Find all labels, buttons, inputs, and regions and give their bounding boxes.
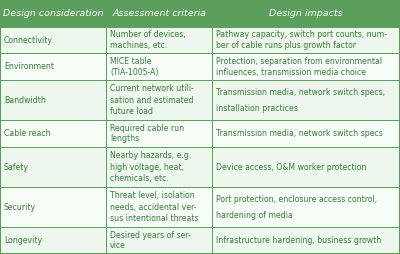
Bar: [212, 147, 400, 187]
Text: Nearby hazards, e.g.: Nearby hazards, e.g.: [110, 151, 191, 160]
Bar: [0, 120, 106, 147]
Bar: [212, 80, 400, 120]
Text: lengths: lengths: [110, 135, 139, 144]
Text: Design impacts: Design impacts: [269, 9, 343, 18]
Text: Port protection, enclosure access control,: Port protection, enclosure access contro…: [216, 195, 377, 204]
Text: needs, accidental ver-: needs, accidental ver-: [110, 203, 196, 212]
Bar: [212, 120, 400, 147]
Text: MICE table: MICE table: [110, 57, 152, 66]
Text: Infrastructure hardening, business growth: Infrastructure hardening, business growt…: [216, 236, 381, 245]
Text: Longevity: Longevity: [4, 236, 42, 245]
Text: Design consideration: Design consideration: [3, 9, 103, 18]
Text: influences, transmission media choice: influences, transmission media choice: [216, 68, 366, 77]
Bar: [106, 187, 212, 227]
Bar: [212, 187, 400, 227]
Text: Transmission media, network switch specs,: Transmission media, network switch specs…: [216, 88, 385, 97]
Text: (TIA-1005-A): (TIA-1005-A): [110, 68, 158, 77]
Text: high voltage, heat,: high voltage, heat,: [110, 163, 184, 172]
Text: Threat level, isolation: Threat level, isolation: [110, 191, 195, 200]
Text: hardening of media: hardening of media: [216, 211, 293, 220]
Text: Current network utili-: Current network utili-: [110, 84, 194, 93]
Text: chemicals, etc.: chemicals, etc.: [110, 174, 169, 183]
Text: Protection, separation from environmental: Protection, separation from environmenta…: [216, 57, 382, 66]
Text: Device access, O&M worker protection: Device access, O&M worker protection: [216, 163, 366, 172]
Text: Environment: Environment: [4, 62, 54, 71]
Bar: [106, 120, 212, 147]
Text: Safety: Safety: [4, 163, 29, 172]
Text: Transmission media, network switch specs: Transmission media, network switch specs: [216, 129, 383, 138]
Bar: [212, 27, 400, 53]
Text: Cable reach: Cable reach: [4, 129, 51, 138]
Bar: [106, 0, 212, 27]
Bar: [0, 53, 106, 80]
Bar: [106, 147, 212, 187]
Bar: [212, 227, 400, 254]
Text: installation practices: installation practices: [216, 104, 298, 113]
Bar: [0, 187, 106, 227]
Text: Security: Security: [4, 203, 36, 212]
Text: Number of devices,: Number of devices,: [110, 30, 186, 39]
Bar: [0, 227, 106, 254]
Text: vice: vice: [110, 242, 126, 250]
Bar: [106, 227, 212, 254]
Text: future load: future load: [110, 107, 153, 116]
Text: sus intentional threats: sus intentional threats: [110, 214, 199, 223]
Bar: [0, 147, 106, 187]
Bar: [0, 0, 106, 27]
Text: Connectivity: Connectivity: [4, 36, 53, 44]
Bar: [106, 80, 212, 120]
Text: Desired years of ser-: Desired years of ser-: [110, 231, 191, 240]
Text: sation and estimated: sation and estimated: [110, 96, 194, 105]
Text: Pathway capacity, switch port counts, num-: Pathway capacity, switch port counts, nu…: [216, 30, 387, 39]
Bar: [106, 53, 212, 80]
Bar: [0, 27, 106, 53]
Text: ber of cable runs plus growth factor: ber of cable runs plus growth factor: [216, 41, 356, 50]
Text: Bandwidth: Bandwidth: [4, 96, 46, 105]
Bar: [212, 53, 400, 80]
Bar: [106, 27, 212, 53]
Bar: [0, 80, 106, 120]
Text: Required cable run: Required cable run: [110, 124, 184, 133]
Text: machines, etc.: machines, etc.: [110, 41, 167, 50]
Text: Assessment criteria: Assessment criteria: [112, 9, 206, 18]
Bar: [212, 0, 400, 27]
